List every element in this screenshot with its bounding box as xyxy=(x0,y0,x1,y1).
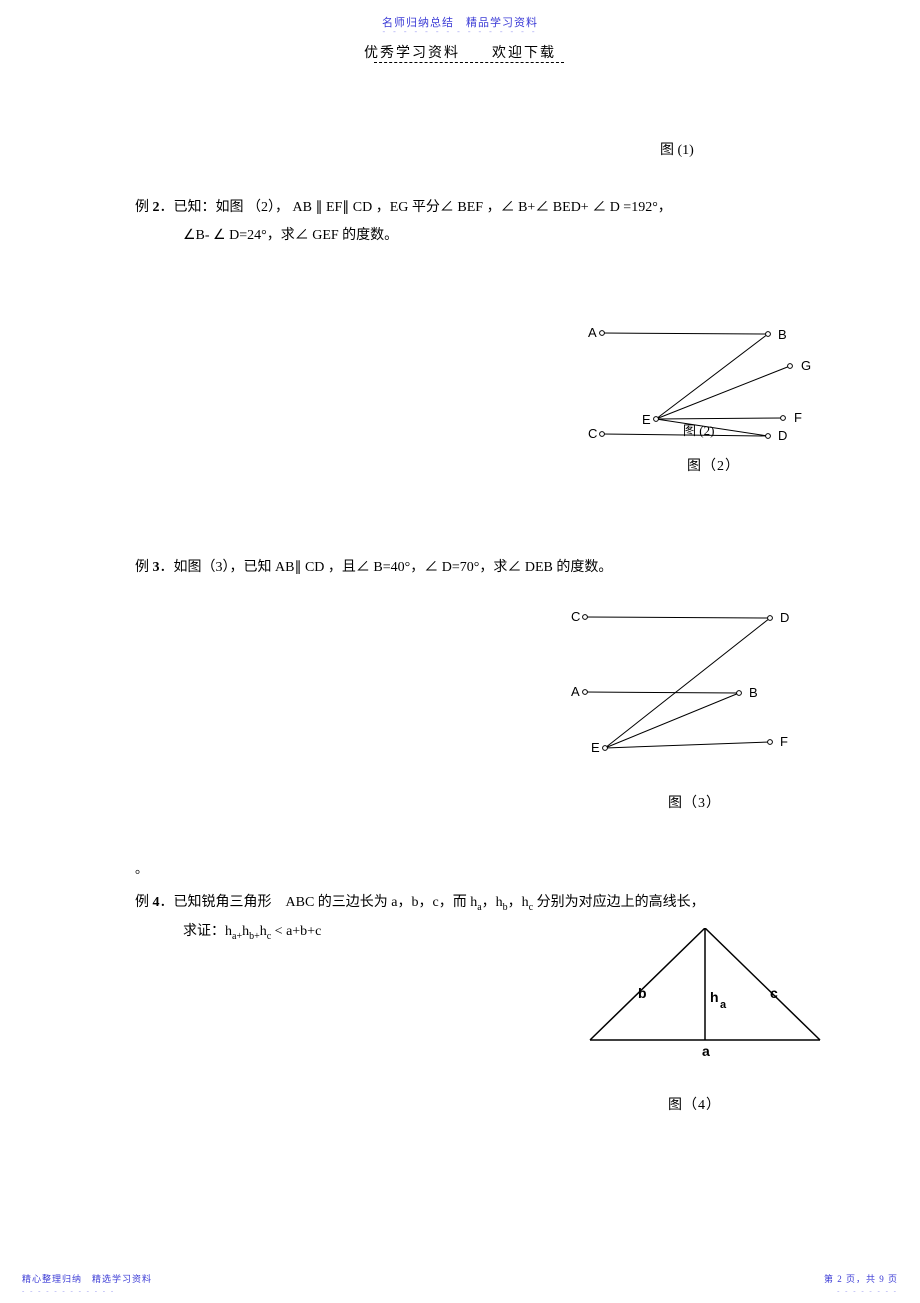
svg-text:a: a xyxy=(702,1043,710,1059)
ex4-t2c: h xyxy=(260,924,267,939)
svg-text:A: A xyxy=(588,325,597,340)
svg-text:A: A xyxy=(571,684,580,699)
svg-text:E: E xyxy=(591,740,600,755)
svg-text:E: E xyxy=(642,412,651,427)
fig1-label: 图 (1) xyxy=(660,139,694,159)
ex3-num: 3 xyxy=(153,560,160,575)
fr-c: 页 xyxy=(885,1274,898,1284)
ex4-line1: 例 4．已知锐角三角形 ABC 的三边长为 a，b，c，而 ha，hb，hc 分… xyxy=(135,889,855,918)
ex3-prefix: 例 xyxy=(135,560,153,575)
footer-left: 精心整理归纳 精选学习资料 xyxy=(22,1272,152,1285)
fig4-label: 图（4） xyxy=(668,1094,721,1114)
figure-4-svg: bchaa xyxy=(570,928,850,1068)
svg-text:F: F xyxy=(780,734,788,749)
fr-a: 第 xyxy=(824,1274,837,1284)
stray-period: 。 xyxy=(135,858,148,877)
example-2: 例 2．已知：如图 （2）， AB ∥ EF∥ CD ，EG 平分∠ BEF ，… xyxy=(135,194,815,250)
example-3: 例 3．如图（3），已知 AB∥ CD ，且∠ B=40°，∠ D=70°，求∠… xyxy=(135,556,815,576)
ex4-prefix: 例 xyxy=(135,895,153,910)
fig2-label: 图（2） xyxy=(687,455,740,475)
svg-text:G: G xyxy=(801,358,811,373)
ex4-tail1: 分别为对应边上的高线长， xyxy=(533,895,705,910)
footer-right: 第 2 页，共 9 页 xyxy=(824,1272,898,1285)
ex4-c2: ，h xyxy=(508,895,529,910)
footer-left-dots: - - - - - - - - - - - - xyxy=(22,1287,115,1295)
fig3-label: 图（3） xyxy=(668,792,721,812)
fr-b: 页，共 xyxy=(843,1274,880,1284)
svg-text:D: D xyxy=(778,428,787,443)
ex3-text1: ．如图（3），已知 AB∥ CD ，且∠ B=40°，∠ D=70°，求∠ DE… xyxy=(160,560,613,575)
fig2-under: 图 (2) xyxy=(683,420,714,439)
header-sub-line xyxy=(374,62,564,63)
ex2-prefix: 例 xyxy=(135,200,153,215)
ex4-ss1: a+ xyxy=(232,931,242,942)
header-sub: 优秀学习资料 欢迎下载 xyxy=(0,42,920,62)
svg-text:b: b xyxy=(638,985,647,1001)
svg-text:C: C xyxy=(588,426,597,441)
ex4-t2d: < a+b+c xyxy=(271,924,321,939)
ex4-t2a: 求证：h xyxy=(183,924,232,939)
ex2-line2: ∠B- ∠ D=24°，求∠ GEF 的度数。 xyxy=(183,222,815,250)
svg-text:D: D xyxy=(780,610,789,625)
svg-text:a: a xyxy=(720,999,727,1011)
ex4-ss2: b+ xyxy=(249,931,260,942)
ex4-t1a: ．已知锐角三角形 ABC 的三边长为 a，b，c，而 h xyxy=(160,895,478,910)
svg-text:B: B xyxy=(749,685,758,700)
svg-text:c: c xyxy=(770,985,778,1001)
svg-text:C: C xyxy=(571,609,580,624)
svg-text:B: B xyxy=(778,327,787,342)
ex2-num: 2 xyxy=(153,200,160,215)
ex4-num: 4 xyxy=(153,895,160,910)
figure-3-svg: C D A B E F xyxy=(545,590,825,770)
header-top-dots: - - - - - - - - - - - - - - - xyxy=(0,27,920,36)
svg-text:F: F xyxy=(794,410,802,425)
footer-right-dots: - - - - - - - - xyxy=(837,1287,898,1295)
svg-text:h: h xyxy=(710,989,719,1005)
ex2-text1: ．已知：如图 （2）， AB ∥ EF∥ CD ，EG 平分∠ BEF ，∠ B… xyxy=(160,200,672,215)
ex2-line1: 例 2．已知：如图 （2）， AB ∥ EF∥ CD ，EG 平分∠ BEF ，… xyxy=(135,194,815,222)
ex4-c1: ，h xyxy=(482,895,503,910)
